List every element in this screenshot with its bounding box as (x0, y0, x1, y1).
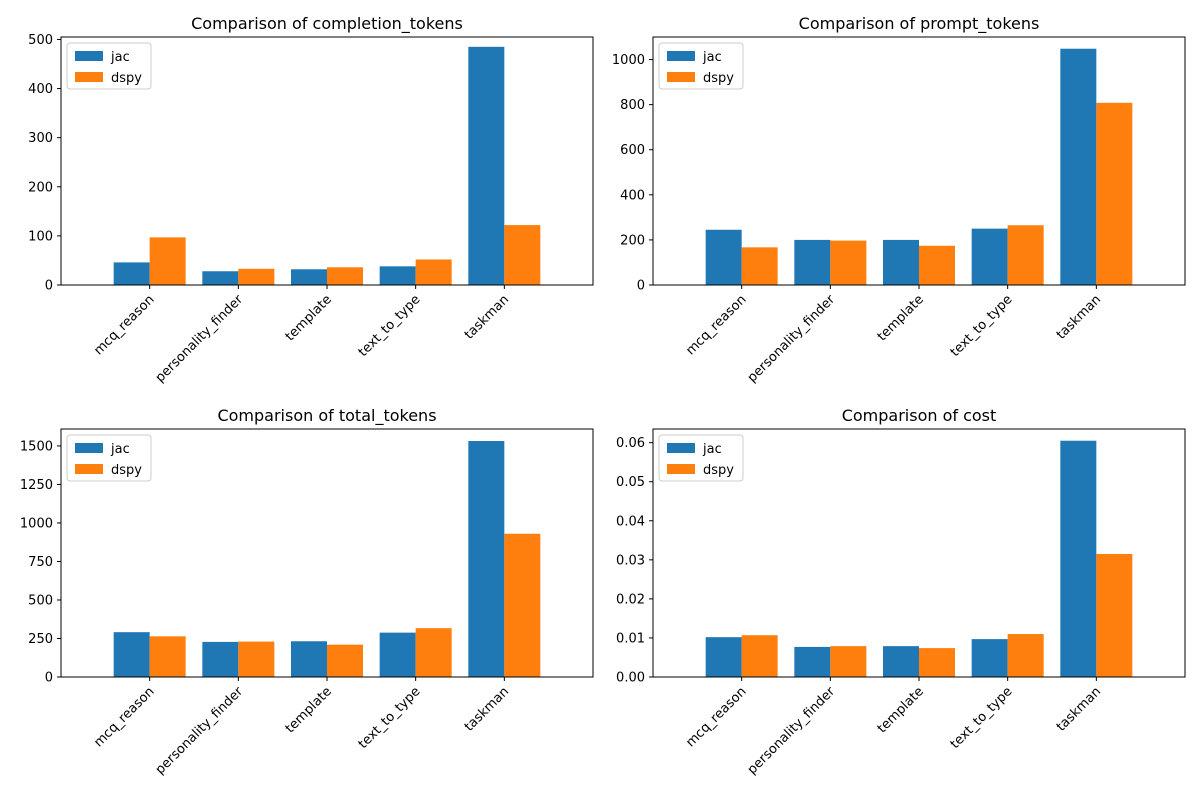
legend-label-jac: jac (702, 442, 722, 457)
y-tick-label: 500 (28, 593, 53, 608)
y-tick-label: 0.02 (616, 592, 645, 607)
y-tick-label: 100 (28, 229, 53, 244)
y-tick-label: 1250 (20, 478, 53, 493)
legend-label-dspy: dspy (111, 463, 142, 478)
bar-jac-personality-finder (202, 641, 239, 677)
y-tick-label: 200 (28, 180, 53, 195)
bar-dspy-taskman (1096, 553, 1133, 677)
legend-swatch-dspy (75, 464, 103, 474)
bar-dspy-personality-finder (830, 240, 867, 285)
legend-swatch-jac (75, 51, 103, 61)
y-tick-label: 400 (28, 82, 53, 97)
legend-label-dspy: dspy (111, 71, 142, 86)
bar-jac-mcq-reason (705, 229, 742, 285)
bar-dspy-template (327, 644, 363, 677)
chart-title: Comparison of completion_tokens (191, 14, 463, 34)
bar-dspy-template (919, 245, 955, 285)
bar-jac-mcq-reason (113, 632, 150, 677)
bar-jac-text-to-type (971, 639, 1008, 677)
bar-dspy-taskman (1096, 102, 1133, 285)
bar-dspy-mcq-reason (741, 247, 778, 285)
bar-dspy-text-to-type (1007, 225, 1044, 285)
y-tick-label: 1000 (612, 53, 645, 68)
y-tick-label: 200 (620, 233, 645, 248)
y-tick-label: 0 (45, 279, 53, 294)
chart-title: Comparison of prompt_tokens (799, 14, 1040, 34)
bar-jac-text-to-type (379, 266, 416, 285)
bar-jac-template (291, 269, 327, 285)
y-tick-label: 750 (28, 555, 53, 570)
bar-jac-template (883, 239, 919, 285)
legend-label-jac: jac (702, 50, 722, 65)
chart-title: Comparison of total_tokens (217, 406, 436, 426)
bar-jac-taskman (468, 46, 505, 286)
legend: jac dspy (66, 434, 152, 482)
legend-swatch-jac (667, 443, 695, 453)
legend: jac dspy (66, 42, 152, 90)
bar-dspy-text-to-type (415, 628, 452, 677)
y-tick-label: 0.05 (616, 475, 645, 490)
bar-dspy-mcq-reason (741, 635, 778, 677)
y-tick-label: 0.00 (616, 671, 645, 686)
legend-label-jac: jac (110, 50, 130, 65)
bar-dspy-taskman (504, 533, 541, 677)
bar-dspy-template (919, 648, 955, 677)
bar-dspy-text-to-type (1007, 634, 1044, 677)
legend-swatch-dspy (667, 464, 695, 474)
y-tick-label: 0.06 (616, 436, 645, 451)
bar-jac-template (291, 641, 327, 677)
bar-dspy-personality-finder (238, 268, 275, 285)
bar-jac-mcq-reason (113, 262, 150, 285)
y-tick-label: 0 (637, 279, 645, 294)
y-tick-label: 0 (45, 671, 53, 686)
y-tick-label: 400 (620, 188, 645, 203)
bar-dspy-text-to-type (415, 259, 452, 285)
y-tick-label: 250 (28, 632, 53, 647)
y-tick-label: 0.03 (616, 553, 645, 568)
legend-label-dspy: dspy (703, 463, 734, 478)
legend: jac dspy (658, 42, 744, 90)
bar-jac-taskman (1060, 440, 1097, 677)
y-tick-label: 300 (28, 131, 53, 146)
bar-jac-template (883, 646, 919, 677)
bar-jac-taskman (468, 441, 505, 677)
legend-swatch-jac (75, 443, 103, 453)
bar-dspy-template (327, 267, 363, 285)
y-tick-label: 0.01 (616, 631, 645, 646)
legend-label-dspy: dspy (703, 71, 734, 86)
y-tick-label: 1500 (20, 439, 53, 454)
y-tick-label: 800 (620, 98, 645, 113)
bar-dspy-taskman (504, 225, 541, 285)
bar-dspy-mcq-reason (149, 636, 186, 677)
legend: jac dspy (658, 434, 744, 482)
y-tick-label: 500 (28, 33, 53, 48)
bar-dspy-personality-finder (830, 646, 867, 677)
legend-label-jac: jac (110, 442, 130, 457)
legend-swatch-jac (667, 51, 695, 61)
chart-title: Comparison of cost (842, 406, 997, 425)
legend-swatch-dspy (667, 72, 695, 82)
bar-jac-mcq-reason (705, 637, 742, 677)
y-tick-label: 0.04 (616, 514, 645, 529)
bar-jac-personality-finder (794, 646, 831, 677)
legend-swatch-dspy (75, 72, 103, 82)
bar-jac-personality-finder (794, 239, 831, 285)
bar-jac-taskman (1060, 48, 1097, 286)
y-tick-label: 600 (620, 143, 645, 158)
bar-dspy-personality-finder (238, 641, 275, 677)
bar-jac-personality-finder (202, 271, 239, 285)
y-tick-label: 1000 (20, 516, 53, 531)
bar-jac-text-to-type (971, 228, 1008, 285)
bar-jac-text-to-type (379, 632, 416, 677)
bar-dspy-mcq-reason (149, 237, 186, 285)
